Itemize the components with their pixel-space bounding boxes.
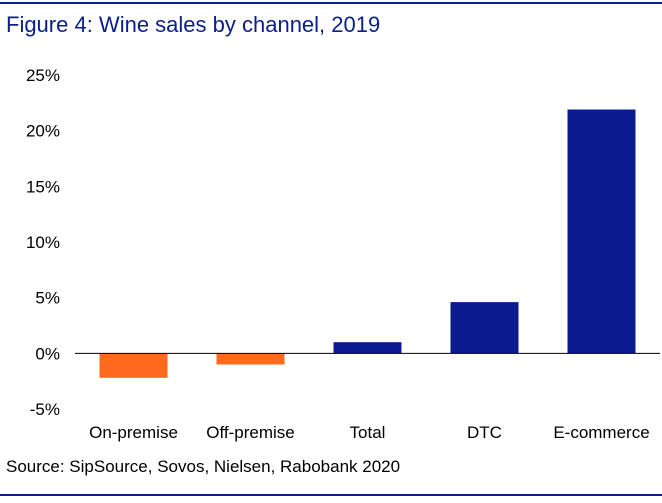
x-tick-label: DTC	[467, 423, 502, 442]
x-tick-label: Off-premise	[206, 423, 295, 442]
y-tick-label: 15%	[26, 177, 60, 196]
x-tick-label: Total	[350, 423, 386, 442]
y-tick-label: 10%	[26, 233, 60, 252]
x-tick-label: E-commerce	[553, 423, 649, 442]
bar-dtc	[450, 302, 519, 354]
y-tick-label: -5%	[30, 400, 60, 419]
bar-total	[333, 342, 402, 354]
y-tick-label: 0%	[35, 344, 60, 363]
bar-chart: -5% 0% 5% 10% 15% 20% 25% On-premise Off-premis…	[26, 66, 660, 442]
y-tick-label: 25%	[26, 66, 60, 85]
y-tick-label: 20%	[26, 122, 60, 141]
bar-e-commerce	[567, 109, 636, 354]
x-tick-label: On-premise	[89, 423, 178, 442]
chart-title: Figure 4: Wine sales by channel, 2019	[6, 12, 381, 37]
bar-on-premise	[99, 353, 168, 378]
bar-off-premise	[216, 353, 285, 365]
source-note: Source: SipSource, Sovos, Nielsen, Rabob…	[6, 457, 401, 476]
top-rule	[0, 2, 662, 4]
x-axis: On-premise Off-premise Total DTC E-commerce	[89, 423, 650, 442]
bottom-rule	[0, 494, 662, 496]
y-tick-label: 5%	[35, 289, 60, 308]
bars	[99, 109, 636, 378]
y-axis: -5% 0% 5% 10% 15% 20% 25%	[26, 66, 60, 419]
